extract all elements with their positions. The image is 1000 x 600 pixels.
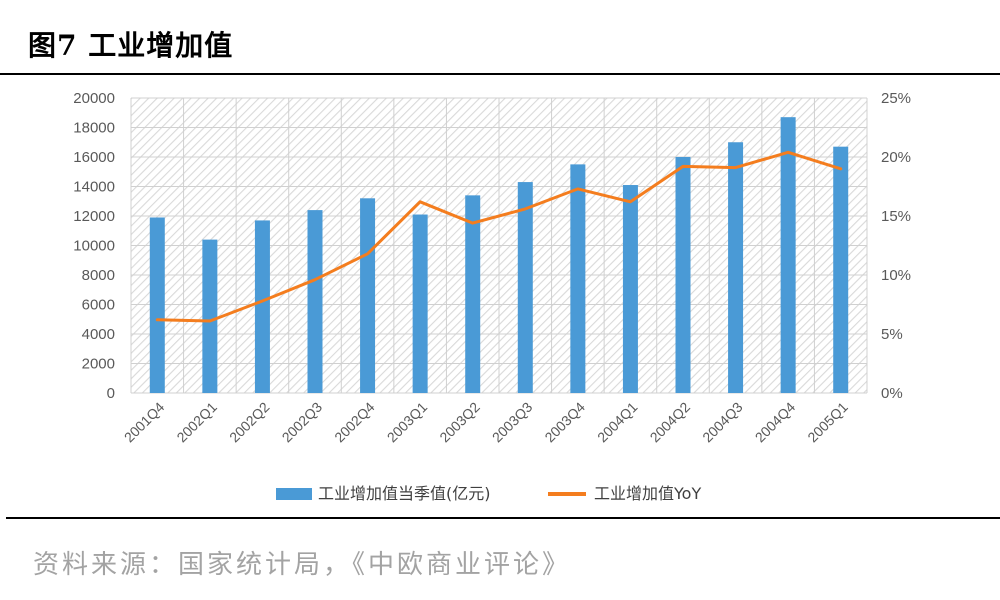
x-tick-label: 2001Q4 — [121, 399, 168, 446]
left-tick-label: 16000 — [73, 149, 115, 166]
yoy-line — [155, 150, 843, 323]
left-tick-label: 6000 — [82, 297, 115, 314]
x-tick-label: 2003Q4 — [541, 399, 588, 446]
left-tick-label: 8000 — [82, 267, 115, 284]
source-note: 资料来源：国家统计局，《中欧商业评论》 — [33, 550, 572, 580]
right-tick-label: 25% — [881, 90, 911, 107]
right-tick-label: 20% — [881, 149, 911, 166]
right-tick-label: 15% — [881, 208, 911, 225]
legend-bar-label: 工业增加值当季值(亿元) — [318, 484, 491, 503]
bar-2002Q3 — [307, 210, 323, 393]
right-axis-ticks: 0% 5% 10% 15% 20% 25% — [881, 90, 911, 402]
bar-2002Q4 — [360, 198, 376, 393]
bar-2003Q1 — [412, 214, 428, 393]
bar-2003Q3 — [517, 182, 533, 393]
x-tick-label: 2002Q2 — [226, 399, 273, 446]
left-tick-label: 20000 — [73, 90, 115, 107]
x-tick-label: 2003Q1 — [384, 399, 431, 446]
left-tick-label: 4000 — [82, 326, 115, 343]
left-tick-label: 2000 — [82, 356, 115, 373]
x-tick-label: 2002Q1 — [173, 399, 220, 446]
legend-bar-swatch — [276, 488, 312, 500]
bar-2005Q1 — [833, 146, 849, 393]
left-tick-label: 0 — [107, 385, 115, 402]
bar-2003Q2 — [465, 195, 481, 393]
x-tick-label: 2004Q2 — [647, 399, 694, 446]
chart: 0 2000 4000 6000 8000 10000 12000 14000 16000 180… — [73, 90, 911, 503]
x-tick-label: 2004Q4 — [752, 399, 799, 446]
bar-2002Q2 — [254, 220, 270, 393]
x-tick-label: 2004Q3 — [699, 399, 746, 446]
x-tick-label: 2004Q1 — [594, 399, 641, 446]
x-tick-label: 2003Q2 — [436, 399, 483, 446]
legend: 工业增加值当季值(亿元) 工业增加值YoY — [276, 484, 701, 503]
x-tick-label: 2002Q3 — [279, 399, 326, 446]
bar-2004Q2 — [675, 157, 691, 393]
right-tick-label: 0% — [881, 385, 903, 402]
bar-series — [149, 117, 849, 394]
bar-2003Q4 — [570, 164, 586, 393]
left-axis-ticks: 0 2000 4000 6000 8000 10000 12000 14000 16000 180… — [73, 90, 115, 402]
source-divider — [6, 517, 1000, 519]
x-tick-label: 2002Q4 — [331, 399, 378, 446]
right-tick-label: 10% — [881, 267, 911, 284]
line-series — [155, 150, 843, 323]
x-tick-label: 2003Q3 — [489, 399, 536, 446]
title-divider — [0, 73, 1000, 75]
left-tick-label: 12000 — [73, 208, 115, 225]
bar-2001Q4 — [149, 217, 165, 393]
left-tick-label: 14000 — [73, 179, 115, 196]
left-tick-label: 18000 — [73, 120, 115, 137]
bar-2004Q4 — [780, 117, 796, 394]
x-axis-ticks: 2001Q4 2002Q1 2002Q2 2002Q3 2002Q4 2003Q1 2003… — [121, 399, 851, 446]
bar-2004Q1 — [622, 185, 638, 393]
x-tick-label: 2005Q1 — [804, 399, 851, 446]
bar-2002Q1 — [202, 239, 218, 393]
right-tick-label: 5% — [881, 326, 903, 343]
figure-title: 图7 工业增加值 — [28, 29, 234, 62]
left-tick-label: 10000 — [73, 238, 115, 255]
legend-line-label: 工业增加值YoY — [594, 484, 701, 503]
bar-2004Q3 — [728, 142, 744, 393]
